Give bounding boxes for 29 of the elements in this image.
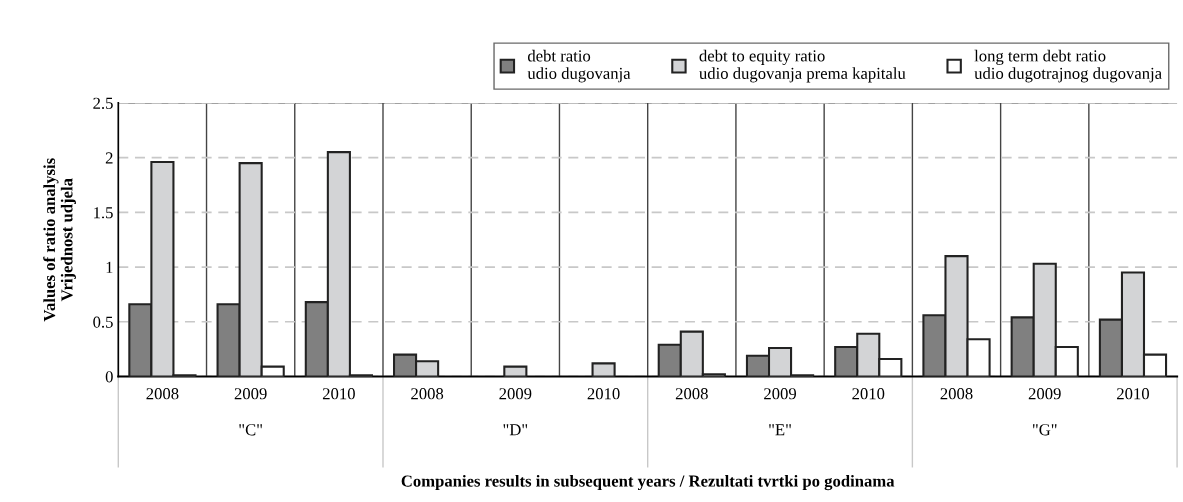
y-tick-label: 1.5 xyxy=(94,207,113,219)
x-tick-label: 2008 xyxy=(411,388,444,400)
x-tick-label: 2008 xyxy=(675,388,708,400)
legend-label: debt to equity ratio udio dugovanja prema kapitalu xyxy=(699,49,906,83)
y-tick-label: 0.5 xyxy=(93,316,113,328)
x-tick-label: 2009 xyxy=(499,388,532,400)
text: "E" xyxy=(769,424,791,436)
x-tick-label: 2008 xyxy=(146,388,179,400)
y-axis-title: Values of ratio analysis Vrijednost udjela xyxy=(43,158,76,322)
x-tick-label: 2010 xyxy=(852,388,885,400)
legend-label: debt ratio udio dugovanja xyxy=(527,49,631,83)
y-tick-label: 1 xyxy=(106,261,113,273)
y-tick-label: 2 xyxy=(105,152,113,164)
x-tick-label: 2009 xyxy=(234,388,267,400)
text: "C" xyxy=(239,424,262,436)
x-tick-label: 2010 xyxy=(587,388,620,400)
x-axis-title: Companies results in subsequent years / Rezultati tvrtki po godinama xyxy=(401,474,895,491)
text: "D" xyxy=(503,424,528,436)
text: "G" xyxy=(1032,424,1057,436)
y-tick-label: 0 xyxy=(105,371,113,383)
y-tick-label: 2.5 xyxy=(93,97,113,109)
bar xyxy=(503,365,528,377)
x-tick-label: 2010 xyxy=(322,388,355,400)
x-tick-label: 2008 xyxy=(940,388,973,400)
legend-label: long term debt ratio udio dugotrajnog dugovanja xyxy=(974,49,1162,83)
x-tick-label: 2009 xyxy=(764,388,797,400)
x-tick-label: 2010 xyxy=(1117,388,1149,400)
bar xyxy=(591,362,616,377)
x-tick-label: 2009 xyxy=(1028,388,1061,400)
